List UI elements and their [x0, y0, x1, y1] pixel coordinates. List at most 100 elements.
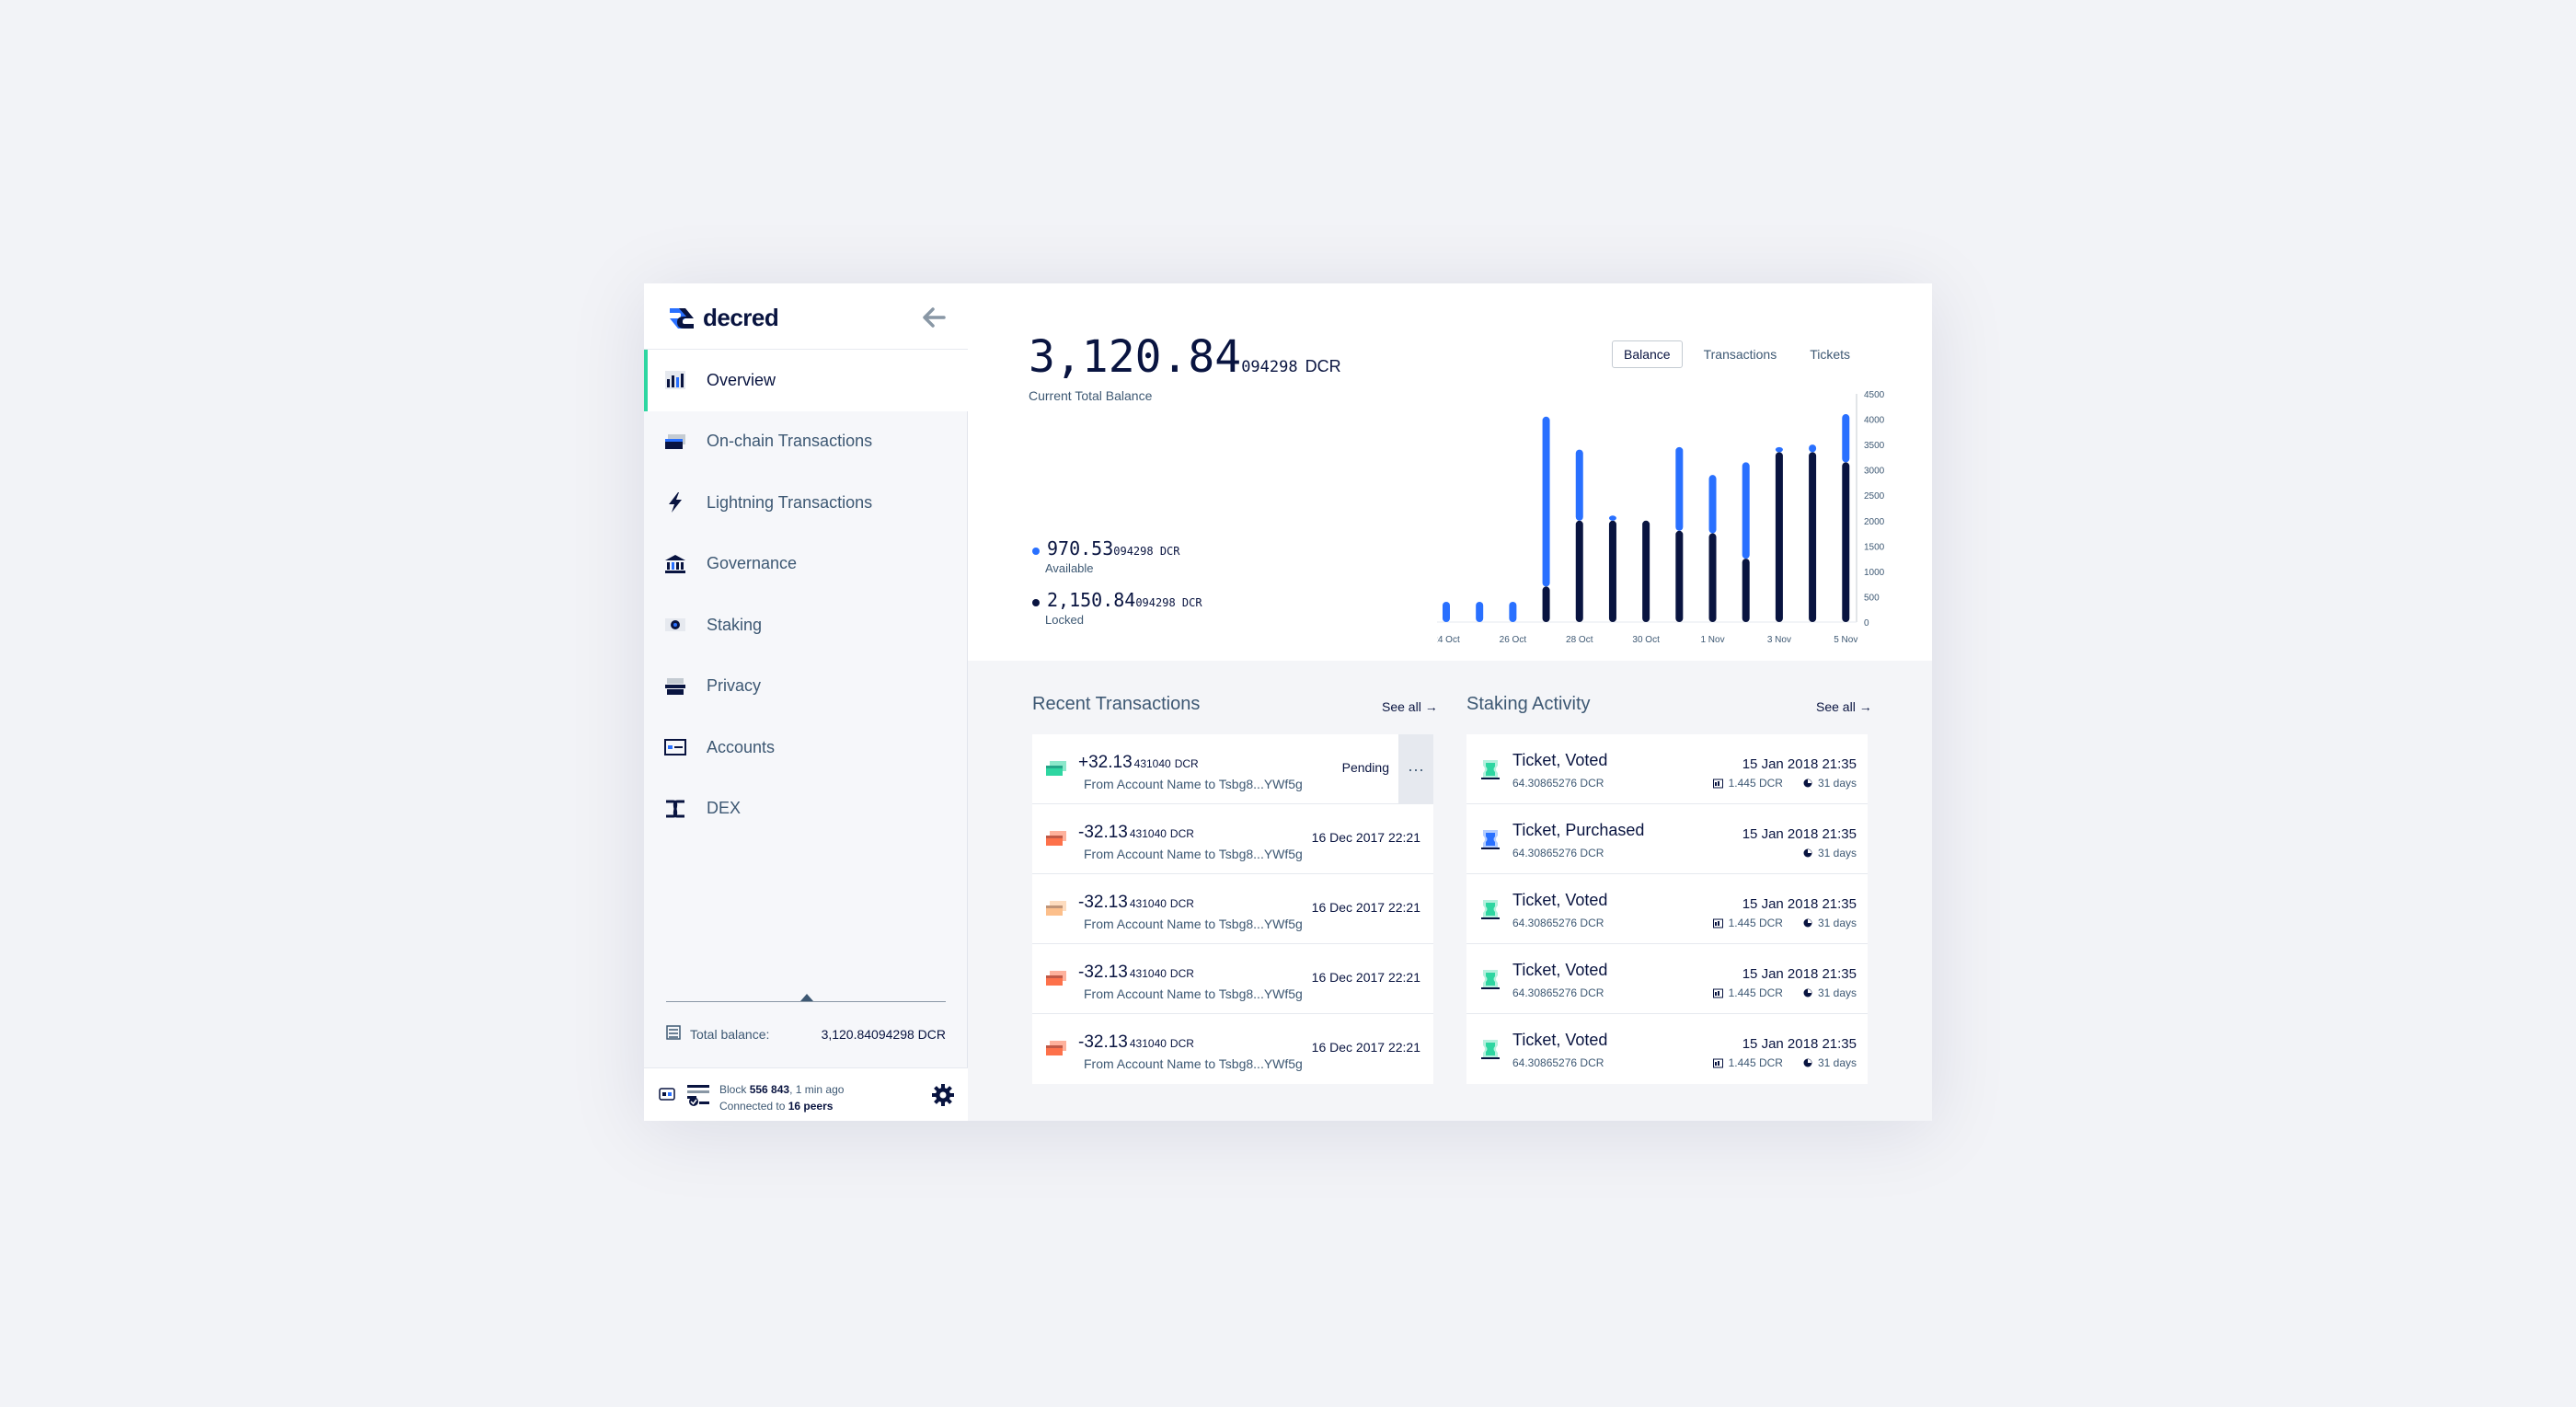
bar-locked: [1842, 462, 1850, 622]
tab-balance[interactable]: Balance: [1612, 340, 1683, 368]
bar-locked: [1775, 452, 1783, 622]
transaction-row[interactable]: -32.13 431040 DCR From Account Name to T…: [1032, 944, 1433, 1014]
staking-meta: 1.445 DCR 31 days: [1712, 986, 1857, 999]
sidebar-item-governance[interactable]: Governance: [644, 534, 968, 595]
sidebar-item-staking[interactable]: Staking: [644, 594, 968, 656]
sent-icon: [1045, 898, 1067, 918]
transaction-amount: -32.13 431040 DCR: [1078, 963, 1194, 982]
tab-transactions[interactable]: Transactions: [1703, 347, 1777, 362]
more-button[interactable]: ···: [1398, 734, 1433, 804]
transaction-description: From Account Name to Tsbg8...YWf5g: [1084, 986, 1303, 1001]
sidebar-item-accounts[interactable]: Accounts: [644, 717, 968, 778]
staking-meta: 31 days: [1803, 847, 1857, 859]
staking-date: 15 Jan 2018 21:35: [1742, 756, 1857, 772]
bar-locked: [1742, 559, 1750, 622]
staking-date: 15 Jan 2018 21:35: [1742, 1036, 1857, 1052]
reward: 1.445 DCR: [1712, 777, 1783, 790]
caret-up-icon[interactable]: [800, 994, 813, 1001]
balance-overview: 3,120.84 094298 DCR Current Total Balanc…: [968, 283, 1932, 661]
governance-icon: [664, 553, 686, 575]
sidebar-item-label: Privacy: [707, 676, 762, 696]
privacy-icon: [664, 675, 686, 698]
x-tick-label: 5 Nov: [1834, 635, 1857, 645]
staking-date: 15 Jan 2018 21:35: [1742, 896, 1857, 912]
locked-decimals: 094298 DCR: [1135, 596, 1202, 609]
y-tick-label: 500: [1864, 593, 1880, 603]
bar-available: [1575, 449, 1583, 521]
transaction-row[interactable]: -32.13 431040 DCR From Account Name to T…: [1032, 804, 1433, 874]
balance-chart: 0 500 1000 1500 2000 2500 3000 3500 4000 4500 24 O…: [1437, 390, 1885, 645]
staking-title: Ticket, Purchased: [1512, 821, 1645, 839]
bar-available: [1775, 446, 1783, 453]
pending-status: Pending: [1341, 760, 1389, 775]
app-window: decred Overview On-chain Transactions: [644, 283, 1932, 1121]
total-balance-label: Total balance:: [690, 1026, 770, 1042]
locked-label: Locked: [1045, 613, 1084, 627]
balance-caption: Current Total Balance: [1029, 388, 1153, 403]
sent-icon: [1045, 1038, 1067, 1058]
recent-transactions-see-all[interactable]: See all →: [1382, 699, 1438, 714]
decred-logo-icon: [670, 307, 694, 329]
sidebar-nav: Overview On-chain Transactions Lightning…: [644, 350, 968, 839]
duration: 31 days: [1803, 986, 1857, 999]
chart-tabs: Balance Transactions Tickets: [1612, 340, 1862, 368]
reward: 1.445 DCR: [1712, 986, 1783, 999]
staking-icon: [664, 614, 686, 636]
balance-unit: DCR: [1305, 357, 1341, 375]
staking-activity-see-all[interactable]: See all →: [1816, 699, 1872, 714]
staking-row[interactable]: Ticket, Voted 64.30865276 DCR 15 Jan 201…: [1466, 734, 1868, 804]
staking-amount: 64.30865276 DCR: [1512, 1056, 1604, 1069]
staking-row[interactable]: Ticket, Voted 64.30865276 DCR 15 Jan 201…: [1466, 1014, 1868, 1084]
transactions-icon: [664, 431, 686, 453]
y-tick-label: 2000: [1864, 517, 1885, 527]
available-decimals: 094298 DCR: [1113, 545, 1180, 558]
sidebar-item-label: Staking: [707, 615, 763, 634]
gear-icon[interactable]: [931, 1083, 955, 1112]
transaction-amount: -32.13 431040 DCR: [1078, 823, 1194, 842]
bar-available: [1476, 601, 1484, 622]
locked-value: 2,150.84: [1047, 589, 1136, 611]
duration: 31 days: [1803, 917, 1857, 929]
transaction-row[interactable]: -32.13 431040 DCR From Account Name to T…: [1032, 1014, 1433, 1084]
transaction-date: 16 Dec 2017 22:21: [1311, 830, 1420, 845]
transaction-row[interactable]: -32.13 431040 DCR From Account Name to T…: [1032, 874, 1433, 944]
bar-available: [1809, 444, 1817, 453]
overview-icon: [664, 369, 686, 391]
sidebar-item-overview[interactable]: Overview: [644, 350, 968, 411]
reward: 1.445 DCR: [1712, 917, 1783, 929]
transaction-description: From Account Name to Tsbg8...YWf5g: [1084, 917, 1303, 931]
sidebar-item-dex[interactable]: DEX: [644, 778, 968, 840]
staking-title: Ticket, Voted: [1512, 961, 1608, 979]
ticket-voted-icon: [1479, 968, 1501, 989]
transaction-date: 16 Dec 2017 22:21: [1311, 900, 1420, 915]
staking-row[interactable]: Ticket, Voted 64.30865276 DCR 15 Jan 201…: [1466, 944, 1868, 1014]
available-balance: 970.53 094298 DCR Available: [1032, 537, 1180, 575]
x-tick-label: 26 Oct: [1500, 635, 1527, 645]
staking-meta: 1.445 DCR 31 days: [1712, 917, 1857, 929]
y-tick-label: 4000: [1864, 416, 1885, 426]
sent-icon: [1045, 968, 1067, 988]
ticket-voted-icon: [1479, 1038, 1501, 1059]
bar-available: [1608, 515, 1616, 521]
staking-amount: 64.30865276 DCR: [1512, 917, 1604, 929]
transaction-row[interactable]: +32.13 431040 DCR From Account Name to T…: [1032, 734, 1433, 804]
accounts-icon: [664, 736, 686, 758]
sidebar-item-privacy[interactable]: Privacy: [644, 656, 968, 718]
divider: [666, 1001, 946, 1002]
staking-row[interactable]: Ticket, Voted 64.30865276 DCR 15 Jan 201…: [1466, 874, 1868, 944]
tab-tickets[interactable]: Tickets: [1810, 347, 1851, 362]
sidebar-item-lightning-transactions[interactable]: Lightning Transactions: [644, 472, 968, 534]
logo-text: decred: [703, 304, 779, 331]
sidebar: decred Overview On-chain Transactions: [644, 283, 968, 1121]
duration: 31 days: [1803, 777, 1857, 790]
arrow-left-icon[interactable]: [918, 302, 949, 333]
sidebar-item-label: DEX: [707, 799, 742, 818]
y-tick-label: 2500: [1864, 491, 1885, 502]
balance-integer: 3,120.84: [1029, 331, 1242, 383]
ticket-voted-icon: [1479, 758, 1501, 779]
wallet-icon: [666, 1025, 681, 1043]
sidebar-item-on-chain-transactions[interactable]: On-chain Transactions: [644, 411, 968, 473]
staking-activity-title: Staking Activity: [1466, 694, 1591, 714]
staking-row[interactable]: Ticket, Purchased 64.30865276 DCR 15 Jan…: [1466, 804, 1868, 874]
sidebar-item-label: Accounts: [707, 737, 776, 756]
